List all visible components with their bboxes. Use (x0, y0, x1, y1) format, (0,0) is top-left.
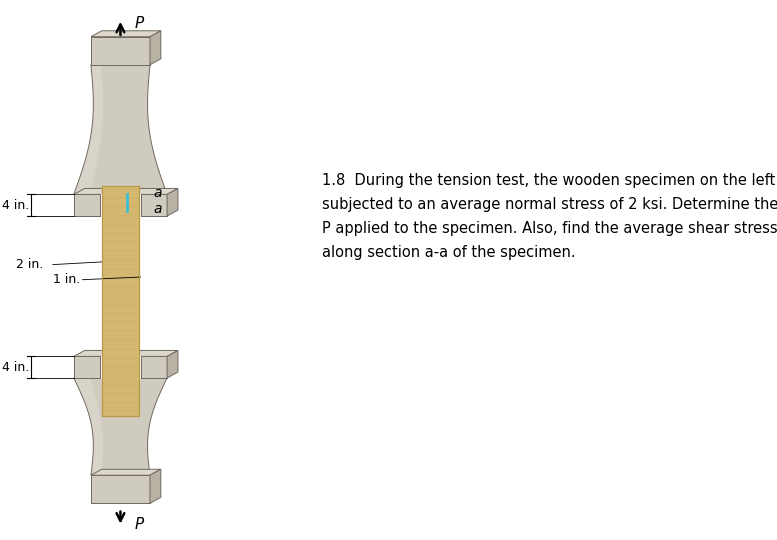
Text: $a$: $a$ (153, 202, 162, 216)
Polygon shape (167, 188, 178, 216)
Text: 1.8  During the tension test, the wooden specimen on the left is
subjected to an: 1.8 During the tension test, the wooden … (322, 172, 777, 260)
Bar (100, 356, 141, 379)
Polygon shape (150, 31, 161, 65)
Polygon shape (91, 469, 161, 475)
Text: $P$: $P$ (134, 15, 145, 31)
Bar (100, 194, 141, 217)
Bar (91, 37, 150, 65)
Bar (74, 194, 167, 216)
Text: $P$: $P$ (134, 516, 145, 532)
Bar (91, 475, 150, 503)
Polygon shape (150, 469, 161, 503)
Polygon shape (75, 378, 103, 475)
Text: 2 in.: 2 in. (16, 258, 43, 271)
Polygon shape (74, 378, 167, 475)
Text: $a$: $a$ (153, 186, 162, 200)
Text: 1 in.: 1 in. (53, 273, 80, 286)
Polygon shape (74, 65, 167, 194)
Text: 4 in.: 4 in. (2, 199, 29, 212)
Polygon shape (74, 188, 178, 194)
Polygon shape (91, 31, 161, 37)
Polygon shape (75, 65, 103, 194)
Polygon shape (74, 350, 178, 356)
Bar (102, 186, 139, 416)
Bar (74, 356, 167, 378)
Bar (102, 186, 139, 416)
Text: 4 in.: 4 in. (2, 361, 29, 374)
Polygon shape (167, 350, 178, 378)
